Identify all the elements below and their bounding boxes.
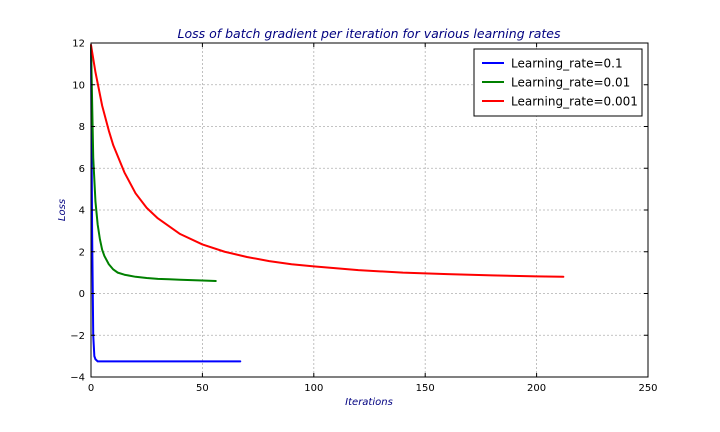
- series-line: [90, 44, 217, 282]
- series-lines: [90, 44, 565, 363]
- legend-entry-label: Learning_rate=0.001: [511, 95, 638, 109]
- y-tick-label: 2: [79, 247, 85, 258]
- x-tick-label: 150: [416, 383, 435, 394]
- y-tick-label: 12: [72, 39, 85, 50]
- legend-entry-label: Learning_rate=0.1: [511, 57, 623, 71]
- y-tick-label: −2: [70, 331, 85, 342]
- legend: Learning_rate=0.1 Learning_rate=0.01 Learn…: [473, 48, 643, 117]
- x-tick-label: 200: [527, 383, 546, 394]
- x-tick-label: 100: [304, 383, 323, 394]
- x-axis-label: Iterations: [345, 397, 393, 408]
- x-tick-label: 0: [88, 383, 94, 394]
- y-tick-label: −4: [70, 373, 85, 384]
- series-line: [90, 44, 242, 363]
- y-tick-label: 8: [79, 122, 85, 133]
- series-line: [90, 44, 565, 278]
- y-tick-labels: −4 −2 0 2 4 6 8 10 12: [70, 39, 648, 384]
- x-tick-label: 250: [638, 383, 657, 394]
- legend-entry-label: Learning_rate=0.01: [511, 76, 630, 90]
- chart-title: Loss of batch gradient per iteration for…: [177, 26, 561, 41]
- y-tick-label: 4: [79, 206, 85, 217]
- y-tick-label: 6: [79, 164, 85, 175]
- x-tick-labels: 0 50 100 150 200 250: [88, 43, 658, 394]
- y-tick-label: 0: [79, 289, 85, 300]
- y-tick-label: 10: [72, 80, 85, 91]
- y-axis-label: Loss: [57, 199, 68, 221]
- x-tick-label: 50: [196, 383, 209, 394]
